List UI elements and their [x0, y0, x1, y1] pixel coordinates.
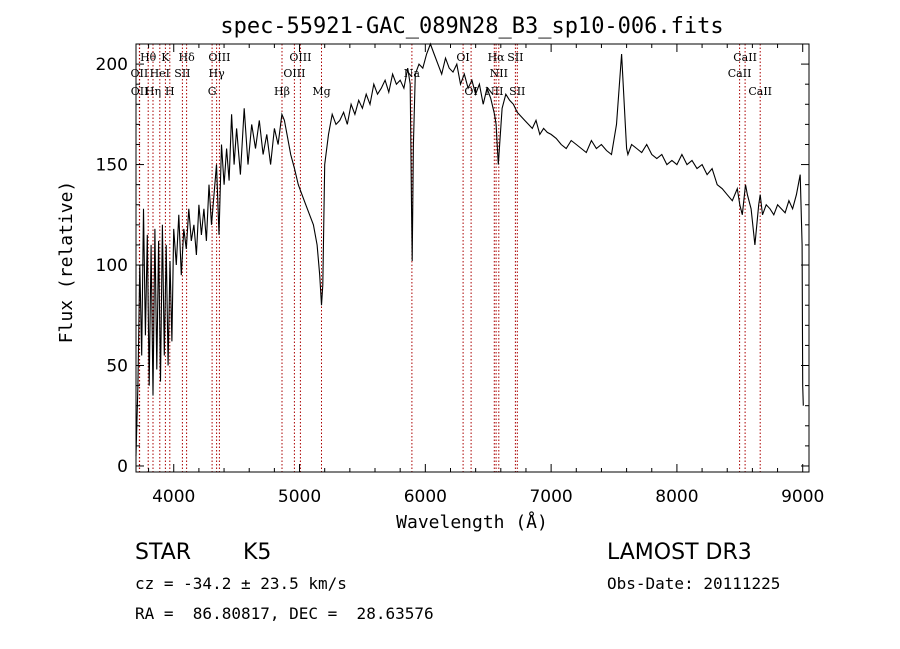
x-tick-label: 6000 — [404, 487, 447, 507]
plot-frame — [135, 43, 810, 473]
spectral-line-label: NII — [490, 67, 508, 80]
spectral-line-label: SII — [509, 85, 525, 98]
coordinates: RA = 86.80817, DEC = 28.63576 — [135, 604, 434, 623]
x-tick-label: 4000 — [152, 487, 195, 507]
chart-title: spec-55921-GAC_089N28_B3_sp10-006.fits — [220, 14, 723, 39]
object-class: STAR — [135, 540, 192, 565]
spectral-line-markers — [138, 44, 761, 472]
spectral-line-label: HeI — [150, 67, 170, 80]
spectral-line-label: OI — [464, 85, 477, 98]
spectral-line-labels: Hθ OII OII K HeI Hη Hδ SII H OIII Hγ G OIII OIII Hβ Mg N… — [131, 51, 772, 98]
spectrum-chart: spec-55921-GAC_089N28_B3_sp10-006.fits 4… — [56, 14, 824, 533]
x-tick-label: 8000 — [655, 487, 698, 507]
spectral-line-label: G — [208, 85, 217, 98]
spectral-line-label: OIII — [208, 51, 230, 64]
spectral-line-label: OI — [456, 51, 469, 64]
y-axis-label: Flux (relative) — [56, 181, 77, 344]
spectral-line-label: OIII — [283, 67, 305, 80]
spectral-line-label: OIII — [289, 51, 311, 64]
x-axis-label: Wavelength (Å) — [396, 511, 548, 533]
spectral-line-label: SII — [507, 51, 523, 64]
spectral-line-label: OII — [131, 67, 149, 80]
spectral-line-label: Hη — [145, 85, 161, 98]
spectral-line-label: CaII — [733, 51, 757, 64]
spectrum-line — [135, 42, 804, 456]
observation-date: Obs-Date: 20111225 — [607, 574, 781, 593]
redshift-info: cz = -34.2 ± 23.5 km/s — [135, 574, 347, 593]
spectral-line-label: Hβ — [274, 85, 290, 98]
x-tick-label: 5000 — [278, 487, 321, 507]
x-tick-label: 7000 — [529, 487, 572, 507]
y-axis-ticks: 0 50 100 150 200 — [96, 55, 809, 477]
survey-name: LAMOST DR3 — [607, 540, 752, 565]
x-tick-label: 9000 — [781, 487, 824, 507]
spectral-line-label: NII — [485, 85, 503, 98]
spectral-line-label: Mg — [312, 85, 330, 98]
spectral-line-label: SII — [174, 67, 190, 80]
spectral-line-label: OII — [131, 85, 149, 98]
spectral-line-label: CaII — [748, 85, 772, 98]
y-tick-label: 100 — [96, 256, 128, 276]
y-tick-label: 150 — [96, 156, 128, 176]
spectral-line-label: K — [161, 51, 170, 64]
spectral-line-label: CaII — [728, 67, 752, 80]
spectral-line-label: H — [165, 85, 175, 98]
spectral-line-label: Hδ — [178, 51, 195, 64]
y-tick-label: 50 — [106, 357, 128, 377]
object-subclass: K5 — [243, 540, 272, 565]
x-axis-ticks: 4000 5000 6000 7000 8000 9000 — [148, 44, 824, 507]
spectral-line-label: Na — [404, 67, 421, 80]
spectral-line-label: Hγ — [209, 67, 226, 80]
spectral-line-label: Hθ — [140, 51, 157, 64]
spectral-line-label: Hα — [488, 51, 506, 64]
y-tick-label: 0 — [117, 457, 128, 477]
y-tick-label: 200 — [96, 55, 128, 75]
